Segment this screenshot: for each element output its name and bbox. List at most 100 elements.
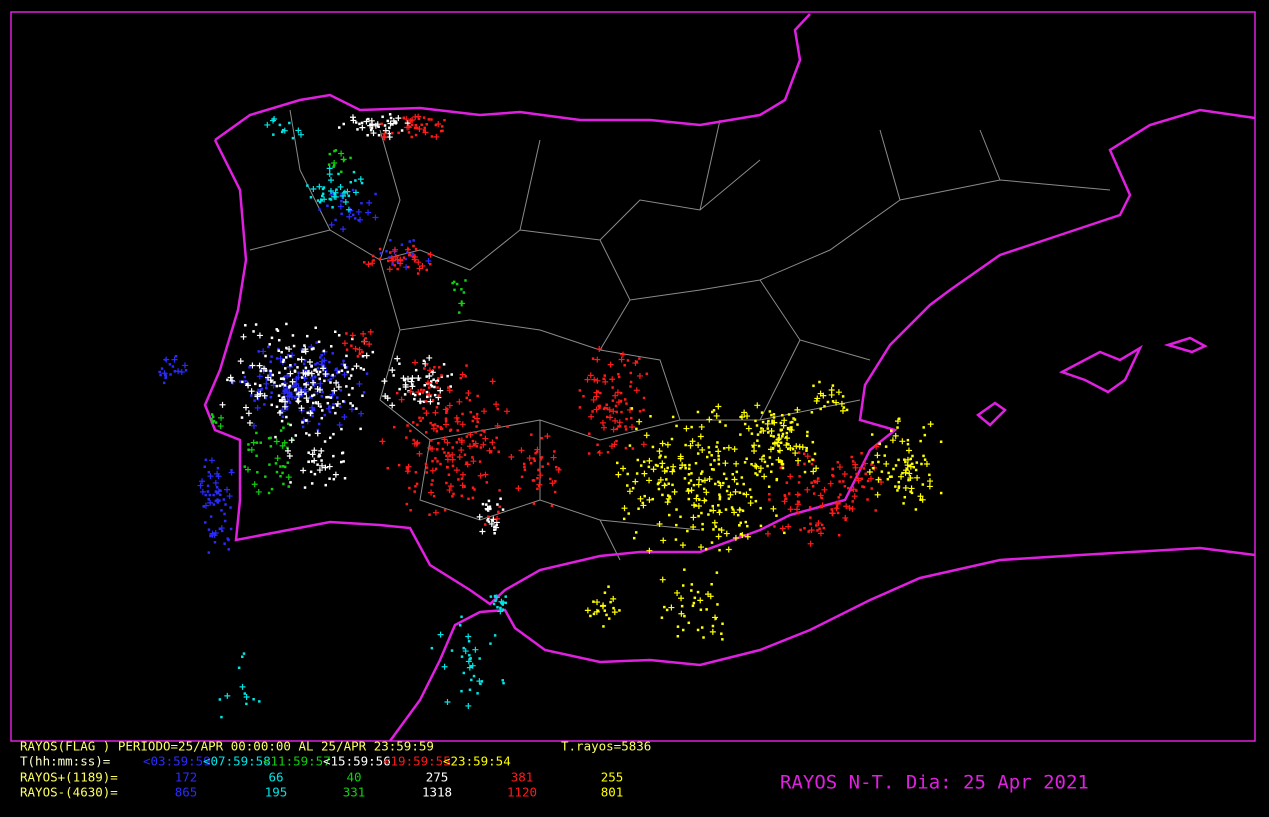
strike-negative [724,424,727,427]
strike-negative [307,460,310,464]
strike-negative [831,400,835,403]
strike-positive [340,226,347,233]
strike-positive [277,355,284,362]
strike-negative [273,381,276,384]
strike-positive [838,400,845,407]
legend: RAYOS(FLAG ) PERIODO=25/APR 00:00:00 AL … [20,739,651,800]
strike-positive [426,391,433,398]
strike-negative [843,485,847,488]
strike-positive [852,461,859,468]
strike-negative [504,595,507,598]
strike-negative [436,425,439,428]
strike-negative [223,512,226,516]
strike-positive [345,206,352,213]
strike-negative [318,377,322,381]
strike-positive [626,488,633,495]
strike-negative [822,526,826,530]
strike-negative [328,436,332,440]
strike-negative [425,390,429,394]
strike-negative [283,465,287,469]
strike-negative [422,116,426,119]
strike-negative [328,197,332,201]
strike-negative [599,391,602,395]
strike-negative [611,399,615,402]
strike-positive [725,444,732,451]
strike-positive [400,375,407,382]
strike-negative [615,427,619,431]
strike-positive [432,509,439,516]
strike-positive [246,419,253,426]
strike-positive [889,437,896,444]
strike-negative [489,595,493,598]
strike-negative [279,377,283,380]
strike-negative [300,376,304,379]
strike-positive [437,387,444,394]
strike-negative [275,470,279,474]
strike-negative [602,377,605,381]
strike-negative [344,366,347,369]
strike-positive [302,346,309,353]
strike-positive [688,487,695,494]
time-range: <07:59:58 [203,754,271,769]
strike-negative [457,437,461,441]
strike-positive [752,462,759,469]
strike-negative [402,256,406,259]
strike-negative [721,622,724,625]
strike-negative [417,117,421,121]
strike-negative [422,129,426,132]
strike-negative [689,479,693,482]
strike-negative [434,123,438,127]
strike-negative [606,407,609,410]
strike-negative [866,479,870,483]
strike-positive [612,392,619,399]
strike-negative [444,417,448,420]
strike-negative [880,470,884,473]
strike-negative [298,392,301,395]
strike-negative [523,468,527,471]
strike-negative [413,258,417,262]
strike-positive [739,414,746,421]
strike-positive [781,498,788,505]
strike-negative [598,404,602,408]
strike-negative [714,617,717,620]
strike-negative [439,427,443,431]
strike-negative [883,454,886,457]
strike-negative [446,386,450,389]
strike-negative [467,497,470,501]
strike-negative [686,529,689,533]
strike-negative [411,421,415,424]
strike-negative [282,358,286,362]
strike-positive [369,260,376,267]
strike-positive [485,505,492,512]
strike-negative [903,495,907,499]
strike-negative [614,404,618,408]
island-ibiza [975,401,1007,427]
strike-positive [387,120,394,127]
strike-negative [888,475,892,479]
strike-positive [409,375,416,382]
strike-negative [738,491,742,494]
strike-negative [463,485,466,489]
strike-negative [428,513,431,516]
strike-negative [690,583,694,586]
strike-negative [215,486,219,489]
strike-positive [465,658,472,665]
strike-negative [343,477,347,480]
strike-positive [341,340,348,347]
strike-negative [851,460,855,463]
strike-negative [340,192,343,196]
strike-negative [164,374,168,377]
negative-count: 195 [265,785,288,800]
strike-positive [479,528,486,535]
strike-positive [476,678,483,685]
strike-negative [333,192,336,195]
strike-negative [638,357,641,360]
strike-negative [211,420,215,424]
strike-positive [243,693,250,700]
strike-positive [441,663,448,670]
strike-negative [429,394,432,398]
strike-negative [807,530,810,533]
strike-positive [278,396,285,403]
strike-negative [435,406,439,409]
period-line: RAYOS(FLAG ) PERIODO=25/APR 00:00:00 AL … [20,739,434,754]
